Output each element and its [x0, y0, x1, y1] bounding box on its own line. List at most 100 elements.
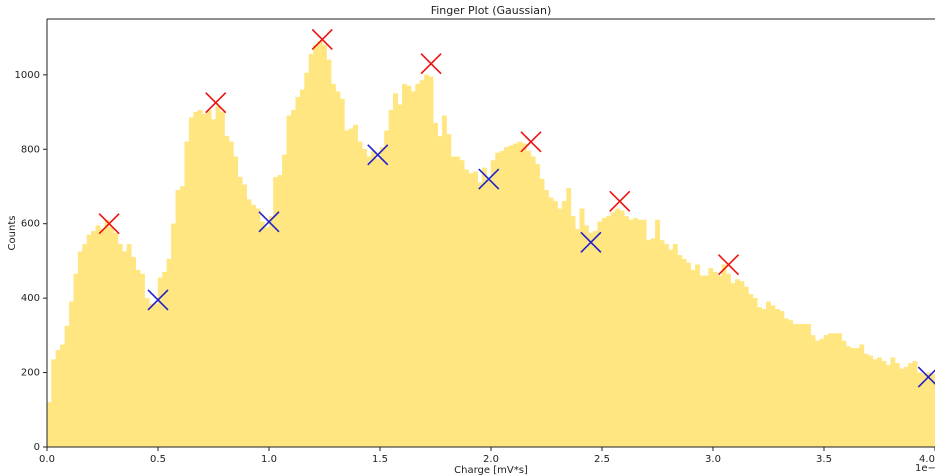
histogram-bar [441, 115, 447, 448]
histogram-bar [473, 171, 478, 448]
histogram-bar [663, 243, 669, 448]
histogram-bar [863, 353, 869, 448]
histogram-bar [846, 346, 851, 448]
histogram-bar [859, 344, 865, 448]
histogram-bar [82, 243, 88, 448]
y-tick-label: 600 [21, 219, 40, 230]
histogram-bar [131, 256, 137, 448]
histogram-bar [366, 156, 372, 448]
histogram-bar [255, 208, 261, 448]
histogram-bar [322, 44, 327, 448]
valley-marker [258, 211, 280, 233]
histogram-bar [495, 152, 501, 448]
x-tick-label: 0.5 [150, 454, 166, 465]
histogram-bar [91, 230, 97, 448]
histogram-bar [530, 156, 536, 448]
y-tick-label: 800 [21, 144, 40, 155]
histogram-bar [286, 115, 292, 448]
histogram-bar [717, 275, 723, 448]
histogram-bar [95, 225, 101, 448]
histogram-bar [202, 113, 208, 448]
x-tick-label: 4.0 [919, 454, 935, 465]
histogram-bar [748, 294, 754, 448]
histogram-bar [215, 106, 221, 448]
histogram-bar [428, 76, 434, 448]
histogram-bar [339, 98, 345, 448]
histogram-bar [761, 309, 767, 448]
histogram-bar [326, 59, 332, 448]
histogram-bar [619, 210, 625, 448]
histogram-bar [570, 216, 576, 448]
histogram-bar [779, 310, 785, 448]
histogram-bar [783, 318, 789, 448]
histogram-bar [721, 264, 727, 448]
histogram-bar [224, 136, 230, 448]
histogram-bar [925, 372, 931, 448]
y-axis-label: Counts [7, 216, 18, 251]
histogram-bar [899, 368, 905, 448]
histogram-bar [650, 238, 656, 448]
histogram-bar [490, 160, 496, 448]
x-tick-label: 2.5 [594, 454, 610, 465]
histogram-bar [592, 230, 598, 448]
histogram-bar [837, 333, 842, 448]
y-tick-label: 200 [21, 368, 40, 379]
histogram-bar [726, 273, 731, 448]
histogram-bar [64, 325, 70, 448]
histogram-bar [122, 251, 128, 448]
histogram-bar [446, 134, 452, 448]
histogram-bar [251, 204, 256, 448]
histogram-bar [415, 83, 421, 448]
histogram-bar [228, 141, 234, 448]
histogram-bar [797, 323, 802, 448]
histogram-bar [632, 217, 638, 448]
histogram-bar [68, 301, 74, 448]
histogram-bar [464, 169, 469, 448]
histogram-bar [100, 229, 105, 448]
histogram-bar [77, 251, 83, 448]
histogram-bar [348, 128, 354, 448]
histogram-bar [295, 96, 301, 448]
histogram-bar [739, 281, 745, 448]
histogram-bar [517, 141, 523, 448]
histogram-bar [832, 333, 838, 448]
histogram-bar [162, 271, 168, 448]
histogram-bar [55, 350, 61, 448]
histogram-bar [140, 273, 145, 448]
histogram-bar [584, 225, 589, 448]
x-tick-label: 1.5 [372, 454, 388, 465]
histogram-bar [424, 74, 430, 448]
y-tick-label: 400 [21, 293, 40, 304]
histogram-bar [379, 147, 385, 448]
histogram-bar [743, 286, 749, 448]
histogram-bar [548, 197, 554, 448]
histogram-bar [117, 243, 123, 448]
histogram-bar [641, 219, 647, 448]
histogram-bar [477, 182, 483, 448]
histogram-bar [828, 333, 834, 448]
histogram-bar [894, 363, 900, 448]
x-tick-label: 3.0 [705, 454, 721, 465]
histogram-bar [135, 270, 141, 448]
histogram-bar [259, 221, 265, 448]
histogram-bar [770, 305, 776, 448]
histogram-bar [699, 275, 705, 448]
peak-marker [520, 131, 542, 153]
histogram-bar [912, 361, 918, 448]
histogram-bar [486, 180, 492, 448]
histogram-bar [402, 83, 407, 448]
histogram-bar [410, 91, 416, 448]
valley-marker [580, 231, 602, 253]
histogram-bar [60, 344, 65, 448]
histogram-bar [606, 216, 612, 448]
histogram-bar [437, 136, 443, 448]
peak-marker [420, 53, 442, 75]
histogram-bar [370, 150, 376, 448]
histogram-bar [801, 323, 807, 448]
histogram-bar [881, 361, 887, 448]
x-tick-label: 3.5 [816, 454, 832, 465]
histogram-bar [615, 208, 620, 448]
histogram-bar [792, 323, 798, 448]
